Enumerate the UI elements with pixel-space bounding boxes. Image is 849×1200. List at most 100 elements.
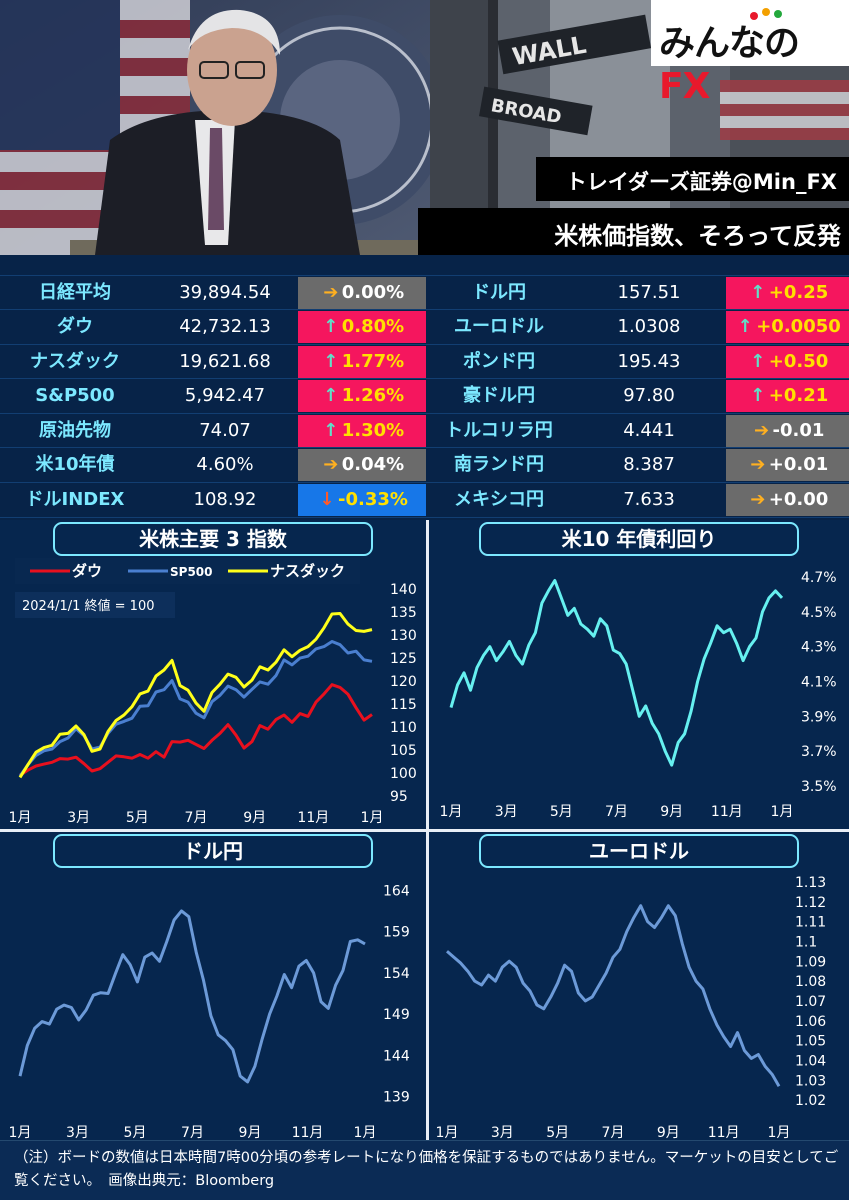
change-badge: ↑ +0.21: [726, 380, 849, 412]
y-tick-label: 1.07: [795, 994, 826, 1010]
arrow-right-icon: ➔: [750, 454, 766, 475]
legend-box: [15, 558, 360, 584]
change-badge: ➔ +0.00: [726, 484, 849, 516]
board-row-right: ユーロドル 1.0308 ↑ +0.0050: [0, 311, 849, 343]
change-badge: ➔ -0.01: [726, 415, 849, 447]
change-badge: ↑ 1.26%: [298, 380, 426, 412]
change-value: 1.26%: [341, 385, 405, 406]
x-tick-label: 9月: [243, 810, 266, 826]
usdjpy-panel: ドル円 139 144 149 154 159 164 1月 3月 5月 7月 9月 11月 1月: [0, 832, 426, 1140]
y-tick-label: 1.02: [795, 1093, 826, 1109]
instrument-name: トルコリラ円: [445, 420, 553, 441]
y-tick-label: 159: [383, 925, 410, 941]
arrow-down-icon: ↓: [319, 489, 335, 510]
x-tick-label: 1月: [440, 804, 463, 820]
instrument-name: ダウ: [57, 316, 93, 337]
y-tick-label: 1.13: [795, 875, 826, 891]
x-tick-label: 11月: [297, 810, 329, 826]
change-value: +0.21: [768, 385, 829, 406]
instrument-value: 1.0308: [617, 316, 681, 337]
series-line-1: [18, 640, 373, 777]
x-tick-label: 1月: [9, 1125, 32, 1140]
change-value: -0.33%: [338, 489, 408, 510]
y-tick-label: 135: [390, 605, 417, 621]
x-tick-label: 11月: [711, 804, 743, 820]
instrument-name: ユーロドル: [454, 316, 544, 337]
board-row-right: ドル円 157.51 ↑ +0.25: [0, 277, 849, 309]
arrow-up-icon: ↑: [323, 316, 339, 337]
board-row-right: 豪ドル円 97.80 ↑ +0.21: [0, 380, 849, 412]
x-tick-label: 11月: [708, 1125, 740, 1140]
y-tick-label: 139: [383, 1090, 410, 1106]
change-value: -0.01: [772, 420, 825, 441]
board-divider: [0, 309, 849, 310]
change-badge: ↑ +0.25: [726, 277, 849, 309]
instrument-name: ナスダック: [30, 351, 120, 372]
instrument-value: 157.51: [617, 282, 681, 303]
series-line-0: [449, 579, 784, 767]
chart-title-us-10y: 米10 年債利回り: [479, 522, 799, 556]
y-tick-label: 1.08: [795, 974, 826, 990]
eurusd-panel: ユーロドル 1.02 1.03 1.04 1.05 1.06 1.07 1.08 1.09 1.…: [429, 832, 849, 1140]
series-line-0: [19, 683, 373, 777]
x-tick-label: 1月: [436, 1125, 459, 1140]
arrow-up-icon: ↑: [323, 385, 339, 406]
board-row-right: メキシコ円 7.633 ➔ +0.00: [0, 484, 849, 516]
change-value: 0.04%: [341, 454, 405, 475]
change-badge: ↑ 0.80%: [298, 311, 426, 343]
disclaimer-note: （注）ボードの数値は日本時間7時00分頃の参考レートになり価格を保証するものでは…: [14, 1150, 839, 1189]
arrow-up-icon: ↑: [750, 282, 766, 303]
x-tick-label: 9月: [660, 804, 683, 820]
x-tick-label: 1月: [9, 810, 32, 826]
instrument-name: メキシコ円: [454, 489, 544, 510]
y-tick-label: 1.05: [795, 1034, 826, 1050]
instrument-name: 南ランド円: [454, 454, 544, 475]
y-tick-label: 154: [383, 966, 410, 982]
instrument-name: 原油先物: [39, 420, 111, 441]
instrument-value: 8.387: [623, 454, 675, 475]
x-tick-label: 1月: [361, 810, 384, 826]
instrument-value: 97.80: [623, 385, 675, 406]
annotation-box: [15, 592, 175, 618]
y-tick-label: 1.1: [795, 934, 817, 950]
change-value: 0.80%: [341, 316, 405, 337]
y-tick-label: 144: [383, 1048, 410, 1064]
change-badge: ➔ 0.04%: [298, 449, 426, 481]
x-tick-label: 7月: [185, 810, 208, 826]
legend-label: ダウ: [72, 562, 102, 580]
instrument-name: 日経平均: [39, 282, 111, 303]
change-value: 1.77%: [341, 351, 405, 372]
y-tick-label: 4.5%: [801, 605, 837, 621]
board-divider: [0, 275, 849, 276]
series-line-0: [446, 904, 781, 1087]
y-tick-label: 1.06: [795, 1014, 826, 1030]
y-tick-label: 1.09: [795, 954, 826, 970]
x-tick-label: 3月: [491, 1125, 514, 1140]
instrument-value: 4.60%: [196, 454, 254, 475]
footer: （注）ボードの数値は日本時間7時00分頃の参考レートになり価格を保証するものでは…: [0, 1140, 849, 1200]
arrow-up-icon: ↑: [750, 385, 766, 406]
series-line-2: [18, 612, 373, 779]
x-tick-label: 5月: [126, 810, 149, 826]
series-line-0: [18, 909, 366, 1084]
change-badge: ↑ 1.30%: [298, 415, 426, 447]
instrument-value: 7.633: [623, 489, 675, 510]
instrument-name: 米10年債: [35, 454, 115, 475]
change-badge: ➔ +0.01: [726, 449, 849, 481]
us-10y-yield-panel: 米10 年債利回り 3.5% 3.7% 3.9% 4.1% 4.3% 4.5% 4.7% 1月…: [429, 520, 849, 829]
arrow-right-icon: ➔: [750, 489, 766, 510]
arrow-up-icon: ↑: [750, 351, 766, 372]
change-badge: ↑ +0.50: [726, 346, 849, 378]
board-divider: [0, 517, 849, 518]
x-tick-label: 1月: [768, 1125, 791, 1140]
board-divider: [0, 378, 849, 379]
y-tick-label: 105: [390, 743, 417, 759]
y-tick-label: 120: [390, 674, 417, 690]
instrument-value: 74.07: [199, 420, 251, 441]
y-tick-label: 164: [383, 883, 410, 899]
y-tick-label: 130: [390, 628, 417, 644]
x-tick-label: 9月: [657, 1125, 680, 1140]
legend-label: SP500: [170, 565, 213, 579]
instrument-name: 豪ドル円: [463, 385, 535, 406]
y-tick-label: 95: [390, 789, 408, 805]
